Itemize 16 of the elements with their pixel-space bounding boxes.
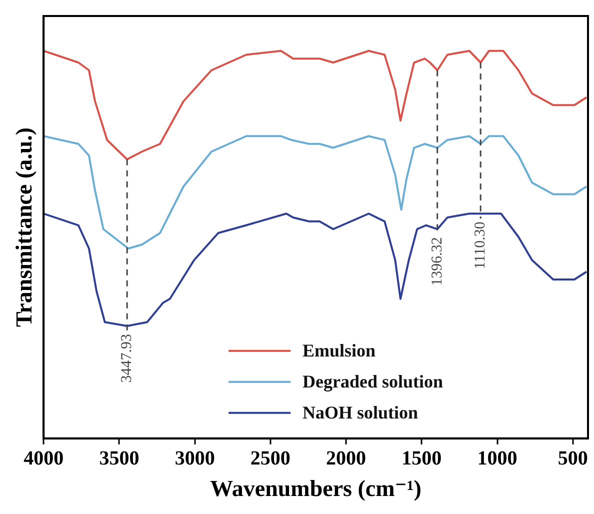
legend-label: NaOH solution [302,402,418,423]
x-tick-label: 1500 [402,448,442,470]
x-axis-title: Wavenumbers (cm⁻¹) [210,476,422,502]
x-tick-label: 3000 [174,448,215,470]
x-tick-label: 2000 [326,448,366,470]
ref-line-label: 1396.32 [429,237,446,286]
ref-line-label: 3447.93 [119,334,136,383]
x-tick-label: 1000 [477,448,518,470]
x-tick-label: 3500 [99,448,140,470]
x-tick-label: 500 [558,448,588,470]
ref-line-label: 1110.30 [472,222,489,270]
legend-label: Degraded solution [302,372,444,392]
y-axis-title: Transmittance (a.u.) [12,127,37,327]
legend-label: Emulsion [302,340,376,361]
x-tick-label: 4000 [24,448,64,470]
x-tick-label: 2500 [250,448,290,470]
